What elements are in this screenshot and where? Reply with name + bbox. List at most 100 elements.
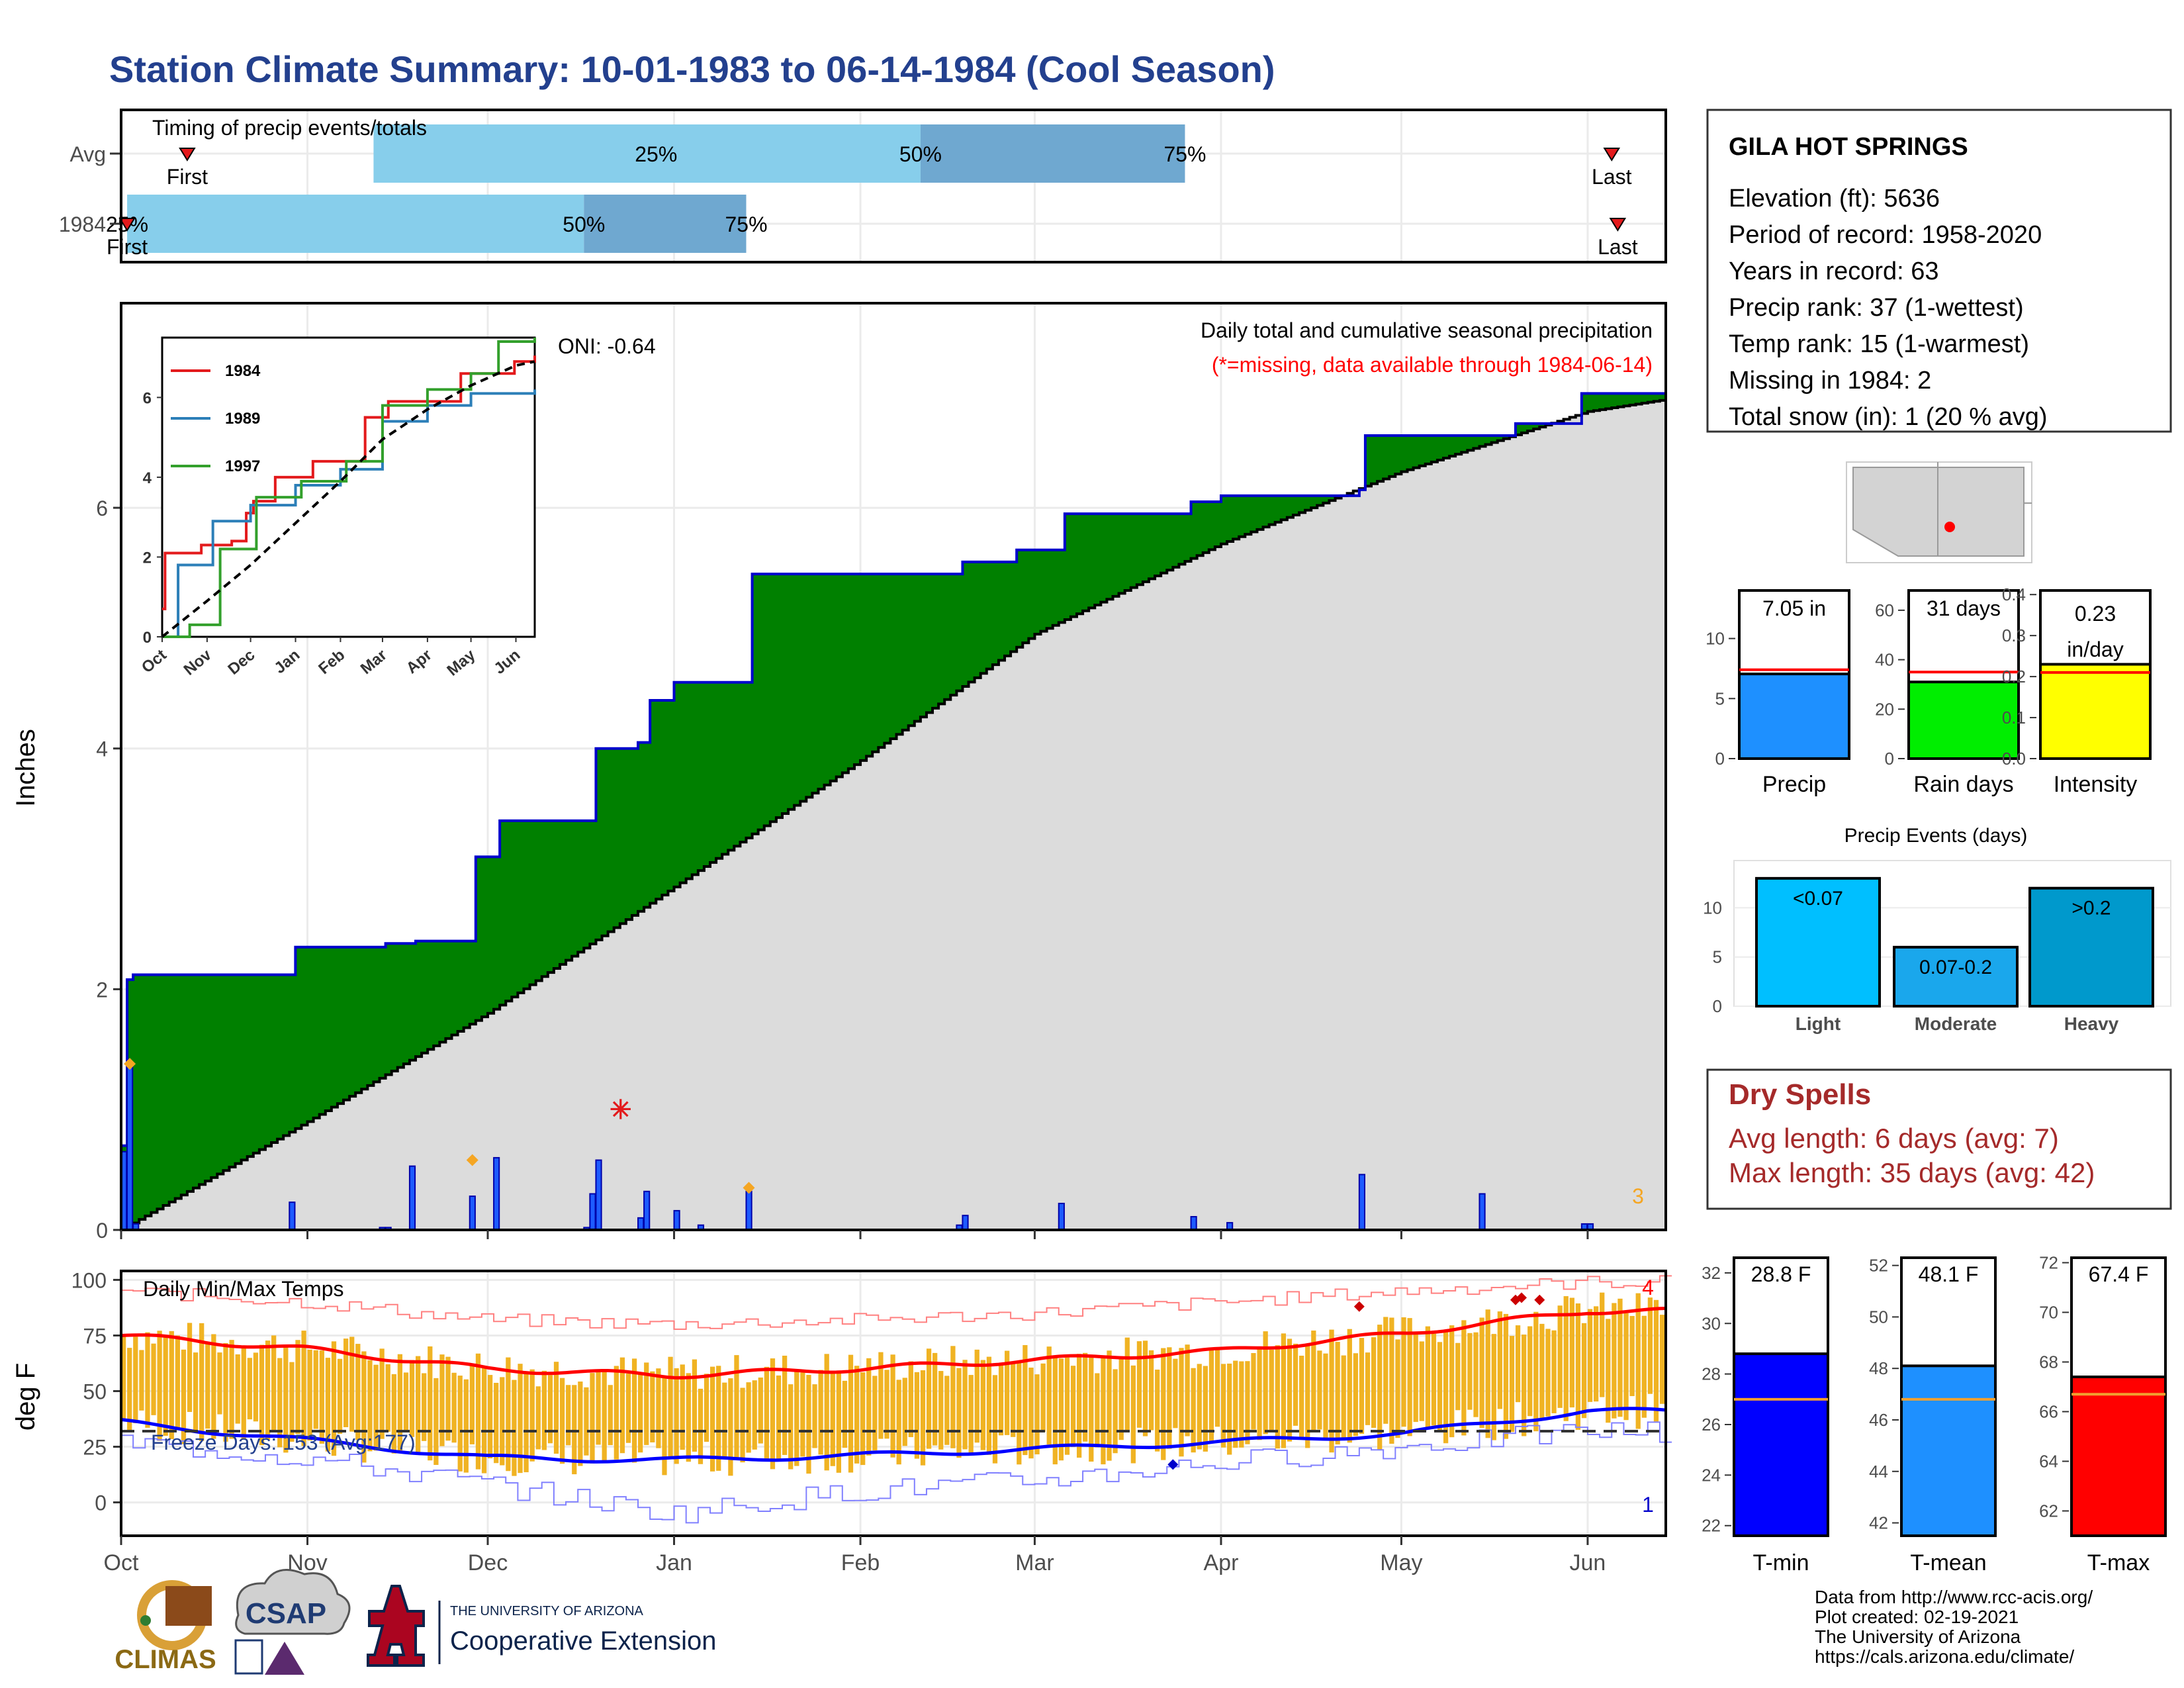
daily-temp-bar (416, 1356, 421, 1452)
daily-temp-bar (974, 1349, 979, 1443)
climas-logo-block (165, 1586, 212, 1626)
daily-temp-bar (812, 1384, 817, 1448)
ua-logo-mark (367, 1585, 425, 1667)
daily-temp-bar (710, 1366, 715, 1472)
daily-temp-bar (403, 1372, 409, 1432)
daily-temp-bar (397, 1354, 403, 1452)
map-state-arizona (1852, 467, 1938, 557)
daily-temp-bar (692, 1359, 698, 1452)
daily-temp-bar (265, 1340, 271, 1440)
temp-bar-y-tick-label: 24 (1702, 1465, 1721, 1485)
daily-temp-bar (283, 1347, 289, 1453)
temp-bar-y-tick-label: 52 (1869, 1256, 1888, 1276)
daily-temp-bar (1569, 1297, 1574, 1408)
climas-logo-text: CLIMAS (114, 1645, 216, 1674)
month-tick-label: Dec (468, 1550, 508, 1575)
daily-temp-bar (1503, 1313, 1509, 1439)
timing-p25-label: 25% (635, 142, 677, 166)
daily-temp-bar (848, 1354, 854, 1473)
daily-temp-bar (199, 1323, 205, 1441)
summary-bar-name: Intensity (2054, 772, 2138, 797)
daily-temp-bar (668, 1356, 673, 1458)
daily-temp-bar (1076, 1354, 1082, 1458)
daily-temp-bar (1485, 1309, 1490, 1438)
timing-bar-light (127, 195, 584, 253)
daily-temp-bar (842, 1380, 848, 1448)
daily-temp-bar (1347, 1329, 1352, 1443)
daily-temp-bar (686, 1373, 691, 1462)
inset-legend-label: 1984 (225, 362, 261, 380)
daily-temp-bar (1341, 1355, 1346, 1438)
timing-bar-dark (584, 195, 747, 253)
summary-bar-name: Precip (1762, 772, 1826, 797)
freeze-days-label: Freeze Days: 153 (Avg:177) (151, 1430, 416, 1454)
daily-temp-bar (428, 1346, 433, 1461)
last-event-label: Last (1598, 235, 1638, 259)
average-cumulative-area (121, 400, 1666, 1230)
daily-temp-bar (1329, 1329, 1334, 1453)
daily-temp-bar (968, 1375, 974, 1456)
daily-temp-bar (331, 1341, 337, 1456)
daily-temp-bar (722, 1382, 727, 1458)
daily-temp-bar (944, 1376, 950, 1445)
csap-logo-grid (234, 1639, 263, 1675)
precip-y-tick-label: 6 (96, 496, 108, 520)
daily-temp-bar (1208, 1350, 1214, 1442)
summary-bar-intensity (2039, 663, 2152, 761)
daily-temp-bar (1142, 1340, 1148, 1436)
summary-y-tick-label: 0 (1885, 749, 1894, 769)
events-title: Precip Events (days) (1844, 825, 2028, 847)
daily-precip-bar (1190, 1216, 1197, 1231)
daily-temp-bar (289, 1362, 295, 1442)
daily-temp-bar (631, 1358, 637, 1463)
events-y-tick-label: 5 (1713, 947, 1722, 967)
daily-temp-bar (500, 1377, 505, 1466)
daily-temp-bar (157, 1331, 162, 1441)
temp-bar-t-max (2070, 1376, 2167, 1537)
timing-row-label: 1984 (59, 212, 106, 236)
map-state-borders (1852, 462, 2032, 504)
daily-temp-bar (1539, 1323, 1545, 1418)
temp-bar-y-tick-label: 50 (1869, 1307, 1888, 1327)
daily-temp-bar (1148, 1350, 1154, 1430)
timing-bar-dark (920, 124, 1185, 183)
map-state-new-mexico (1937, 467, 2025, 557)
daily-temp-bar (253, 1352, 259, 1422)
summary-y-tick-label: 0.0 (2002, 749, 2026, 769)
temp-bar-y-tick-label: 30 (1702, 1313, 1721, 1333)
mean-max-line (120, 1307, 1666, 1380)
daily-temp-bar (788, 1384, 794, 1470)
temp-y-tick-label: 25 (83, 1436, 107, 1460)
month-tick-label: Mar (1015, 1550, 1054, 1575)
daily-temp-bar (1052, 1356, 1058, 1465)
daily-temp-bar (1058, 1358, 1064, 1461)
daily-temp-bar (752, 1380, 757, 1450)
daily-precip-bar (643, 1190, 651, 1231)
temp-bar-y-tick-label: 70 (2039, 1303, 2058, 1323)
daily-temp-bar (529, 1369, 535, 1462)
daily-temp-bar (1281, 1333, 1287, 1448)
daily-temp-bar (878, 1352, 884, 1439)
daily-precip-bar (469, 1196, 476, 1231)
daily-temp-bar (127, 1348, 132, 1432)
daily-temp-bar (1377, 1325, 1383, 1450)
daily-temp-bar (373, 1364, 379, 1451)
daily-temp-bar (728, 1378, 733, 1476)
temp-bar-y-tick-label: 26 (1702, 1415, 1721, 1434)
daily-temp-bar (1227, 1363, 1232, 1455)
daily-temp-bar (590, 1373, 595, 1464)
temp-bar-y-tick-label: 28 (1702, 1364, 1721, 1384)
daily-temp-bar (494, 1382, 499, 1464)
station-info-line: Missing in 1984: 2 (1729, 367, 1931, 395)
daily-temp-bar (139, 1350, 144, 1411)
daily-temp-bar (1263, 1331, 1268, 1434)
daily-temp-bar (1124, 1337, 1130, 1432)
daily-temp-bar (764, 1366, 770, 1462)
daily-temp-bar (506, 1357, 511, 1472)
daily-temp-bar (572, 1385, 577, 1475)
daily-temp-bar (523, 1372, 529, 1473)
record-high-count: 4 (1642, 1276, 1654, 1299)
daily-temp-bar (800, 1372, 805, 1457)
events-bar-label: 0.07-0.2 (1919, 957, 1992, 978)
